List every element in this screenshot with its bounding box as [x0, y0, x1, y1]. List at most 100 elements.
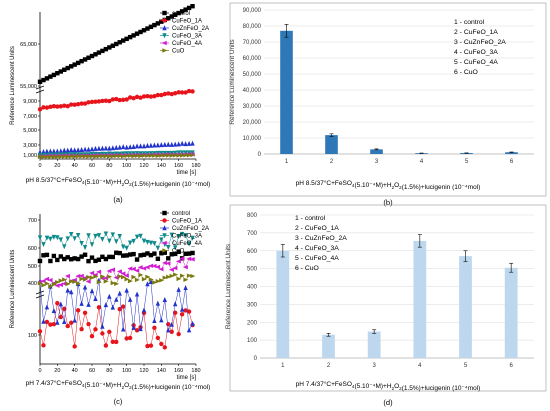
data-point — [162, 275, 168, 280]
y-tick-label: 20,000 — [243, 120, 262, 126]
axis-break — [35, 290, 45, 295]
data-point — [166, 245, 171, 251]
data-point — [93, 145, 98, 151]
data-point — [75, 308, 81, 313]
data-point — [141, 238, 147, 244]
x-tick-label: 0 — [38, 163, 41, 169]
data-point — [62, 147, 67, 153]
data-point — [148, 263, 154, 269]
legend-entry: 2 - CuFeO_1A — [454, 29, 498, 36]
data-point — [166, 16, 171, 21]
data-point — [72, 256, 77, 261]
y-axis-label: Reference Luminescent Units — [225, 243, 232, 329]
x-tick-label: 6 — [509, 363, 513, 369]
data-point — [155, 335, 161, 341]
data-point — [86, 154, 92, 159]
data-point — [183, 7, 188, 12]
data-point — [51, 72, 57, 78]
data-point — [179, 273, 185, 278]
data-point — [124, 336, 129, 341]
data-point — [121, 38, 126, 43]
data-point — [107, 145, 112, 151]
data-point — [134, 291, 140, 297]
data-point — [186, 5, 192, 11]
data-point — [69, 154, 74, 159]
x-tick-label: 4 — [418, 363, 422, 369]
x-tick-label: 100 — [122, 163, 131, 169]
legend-entry: CuO — [172, 49, 185, 55]
data-point — [117, 250, 122, 256]
legend-entry: 4 - CuFeO_3A — [295, 245, 339, 252]
text-part: (5.10⁻⁴M)+ — [354, 182, 387, 189]
y-tick-label: 7,000 — [23, 114, 37, 120]
data-point — [186, 241, 192, 247]
data-point — [48, 104, 53, 110]
y-tick-label: 400 — [247, 285, 258, 291]
data-point — [65, 281, 71, 287]
data-point — [51, 321, 57, 327]
data-point — [121, 154, 126, 159]
data-point — [51, 103, 57, 109]
legend-marker — [162, 25, 167, 31]
data-point — [55, 301, 60, 306]
data-point — [86, 301, 91, 307]
data-point — [179, 9, 185, 14]
data-point — [169, 252, 174, 257]
data-point — [166, 256, 171, 261]
legend-entry: CuFeO_1A — [172, 19, 202, 25]
data-point — [183, 277, 189, 282]
data-point — [159, 278, 165, 283]
data-point — [114, 339, 119, 345]
data-point — [93, 295, 98, 301]
y-tick-label: 500 — [28, 264, 37, 270]
data-point — [37, 329, 43, 334]
data-point — [121, 244, 126, 250]
data-point — [134, 153, 140, 158]
data-point — [172, 265, 178, 271]
text-part: O — [394, 383, 399, 390]
data-point — [176, 286, 181, 292]
data-point — [182, 264, 188, 270]
data-point — [58, 104, 63, 109]
text-part: FeSO — [335, 381, 352, 388]
data-point — [110, 304, 115, 310]
text-part: H — [117, 382, 122, 389]
x-axis-label: pH 8.5/37°C+FeSO4(5.10⁻⁴M)+H2O2(1.5%)+lu… — [296, 179, 481, 191]
x-tick-label: 140 — [157, 368, 166, 374]
data-point — [55, 104, 60, 109]
data-point — [75, 102, 81, 107]
data-point — [72, 236, 77, 242]
data-point — [100, 323, 105, 329]
data-point — [175, 259, 181, 264]
data-point — [148, 94, 154, 99]
data-point — [79, 101, 84, 106]
data-point — [48, 284, 54, 289]
data-point — [61, 281, 67, 286]
legend-entry: CuFeO_3A — [172, 34, 202, 40]
y-tick-label: 3,000 — [23, 143, 37, 149]
data-point — [82, 310, 88, 316]
data-point — [127, 151, 133, 157]
data-point — [141, 143, 147, 149]
x-tick-label: 20 — [54, 163, 60, 169]
data-point — [169, 321, 174, 327]
x-tick-label: 60 — [89, 163, 95, 169]
data-point — [189, 257, 195, 262]
data-point — [152, 142, 157, 148]
x-tick-label: 160 — [174, 163, 183, 169]
data-point — [51, 234, 57, 240]
text-part: (5.10⁻⁴M)+ — [84, 179, 117, 186]
text-part: (5.10⁻⁴M)+ — [354, 383, 387, 390]
data-point — [190, 152, 196, 158]
data-point — [145, 274, 151, 280]
y-tick-label: 70,000 — [243, 40, 262, 46]
data-point — [134, 31, 140, 36]
legend-entry: 5 - CuFeO_4A — [454, 59, 498, 66]
data-point — [107, 45, 112, 50]
y-tick-label: 10,000 — [243, 136, 262, 142]
data-point — [44, 304, 50, 310]
data-point — [41, 148, 46, 154]
text-part: (1.5%)+lucigenin (10⁻⁴mol) — [402, 385, 481, 392]
data-point — [85, 279, 91, 284]
